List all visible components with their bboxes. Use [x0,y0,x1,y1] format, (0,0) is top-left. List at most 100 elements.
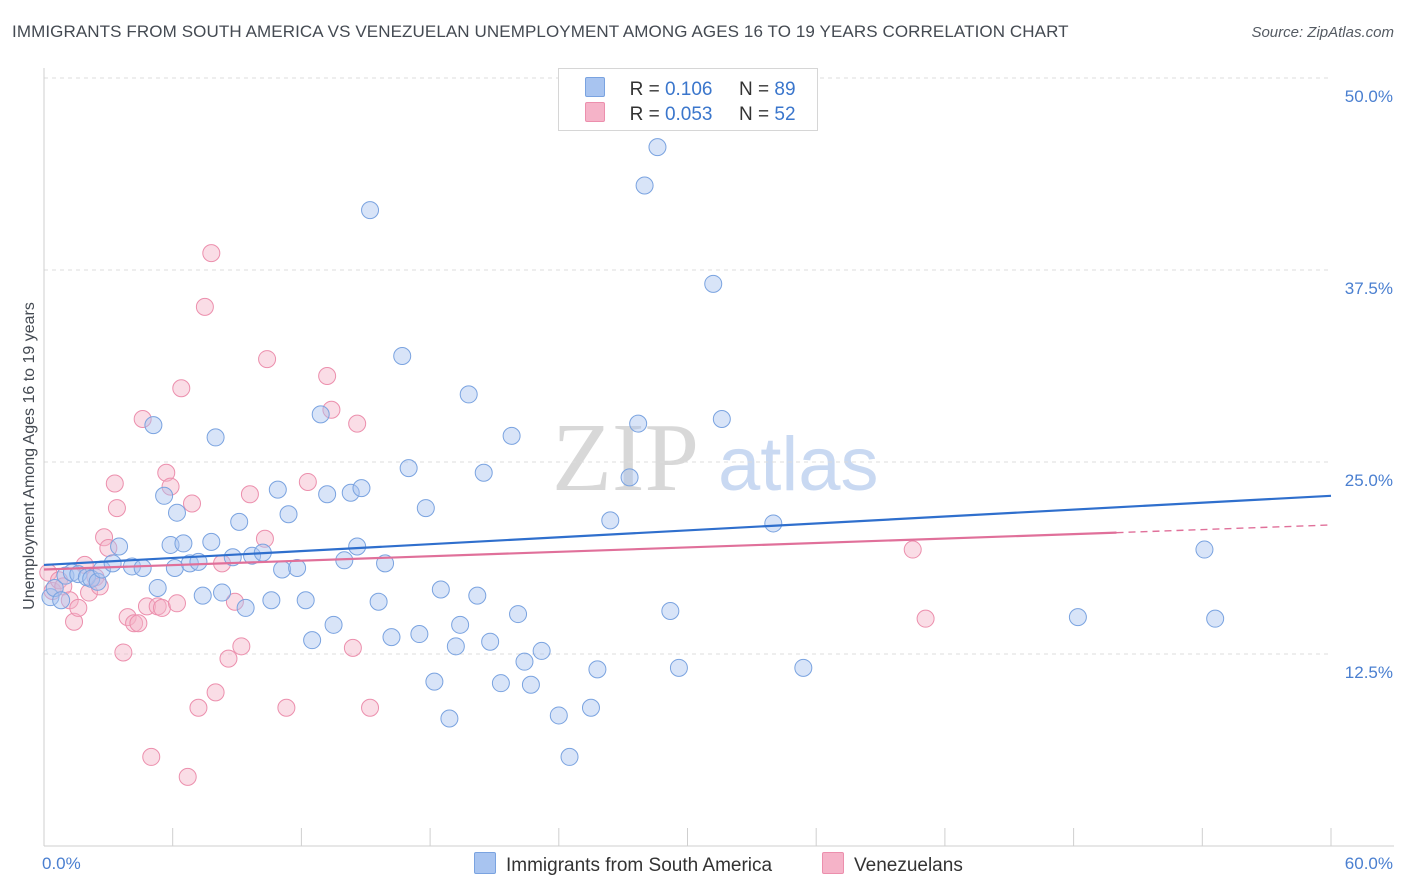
legend-swatch-blue [585,77,605,97]
data-point [446,637,465,656]
bottom-legend-label: Venezuelans [854,855,963,876]
data-point [1206,609,1225,628]
data-point [341,483,360,502]
data-point [648,138,667,157]
data-point [296,591,315,610]
series-venezuelans [39,244,935,786]
data-point [110,537,129,556]
data-point [635,176,654,195]
series-immigrants-south-america [41,138,1225,766]
data-point [288,558,307,577]
data-point [268,480,287,499]
data-point [172,379,191,398]
data-point [202,532,221,551]
data-point [103,554,122,573]
data-point [1068,608,1087,627]
data-point [348,537,367,556]
data-point [167,503,186,522]
data-point [474,463,493,482]
data-point [65,612,84,631]
data-point [255,529,274,548]
data-point [369,592,388,611]
data-point [431,580,450,599]
data-point [137,597,156,616]
y-axis-label: Unemployment Among Ages 16 to 19 years [21,302,38,610]
data-point [125,614,144,633]
data-point [588,660,607,679]
data-point [69,598,88,617]
legend-n-value: 89 [774,79,796,100]
y-tick-label: 37.5% [1345,279,1393,298]
data-point [223,548,242,567]
data-point [277,698,296,717]
watermark-zip: ZIP [552,404,699,512]
x-tick-label: 60.0% [1345,854,1393,873]
data-point [95,528,114,547]
data-point [361,201,380,220]
data-point [133,558,152,577]
watermark: ZIP atlas [552,404,879,512]
data-point [148,578,167,597]
data-point [167,594,186,613]
data-point [581,698,600,717]
data-point [174,534,193,553]
bottom-legend-label: Immigrants from South America [506,855,773,876]
stats-legend: R = 0.106 N = 89 R = 0.053 N = 52 [558,68,818,131]
data-point [560,747,579,766]
data-point [361,698,380,717]
data-point [107,499,126,518]
data-point [440,709,459,728]
data-point [161,477,180,496]
data-point [324,615,343,634]
data-point [451,615,470,634]
data-point [195,297,214,316]
data-point [410,625,429,644]
data-point [193,586,212,605]
legend-row-immigrants: R = 0.106 N = 89 [585,77,796,101]
data-point [219,649,238,668]
data-point [393,347,412,366]
y-tick-label: 12.5% [1345,663,1393,682]
data-point [764,514,783,533]
bottom-legend-venezuelans: Venezuelans [822,852,963,877]
data-point [794,658,813,677]
data-point [165,558,184,577]
data-point [669,658,688,677]
y-tick-label: 25.0% [1345,471,1393,490]
data-point [601,511,620,530]
data-point [114,643,133,662]
data-point [52,591,71,610]
data-point [491,674,510,693]
legend-swatch-pink [585,102,605,122]
data-point [661,601,680,620]
data-point [629,414,648,433]
data-point [155,486,174,505]
data-point [416,499,435,518]
watermark-atlas: atlas [718,422,879,507]
data-point [129,614,148,633]
data-point [502,426,521,445]
data-point [206,428,225,447]
data-point [202,244,221,263]
data-point [382,628,401,647]
data-point [243,546,262,565]
data-point [258,350,277,369]
data-point [376,554,395,573]
data-point [348,414,367,433]
data-point [133,409,152,428]
data-point [459,385,478,404]
data-point [236,598,255,617]
data-point [468,586,487,605]
data-point [620,468,639,487]
data-point [303,631,322,650]
data-point [311,405,330,424]
data-point [318,485,337,504]
data-point [322,400,341,419]
data-point [157,463,176,482]
legend-r-value: 0.053 [664,104,713,125]
data-point [273,560,292,579]
data-point [521,675,540,694]
trend-line-venezuelans-extrapolated [1116,524,1332,534]
legend-n-label: N = [739,79,775,100]
data-point [532,641,551,660]
